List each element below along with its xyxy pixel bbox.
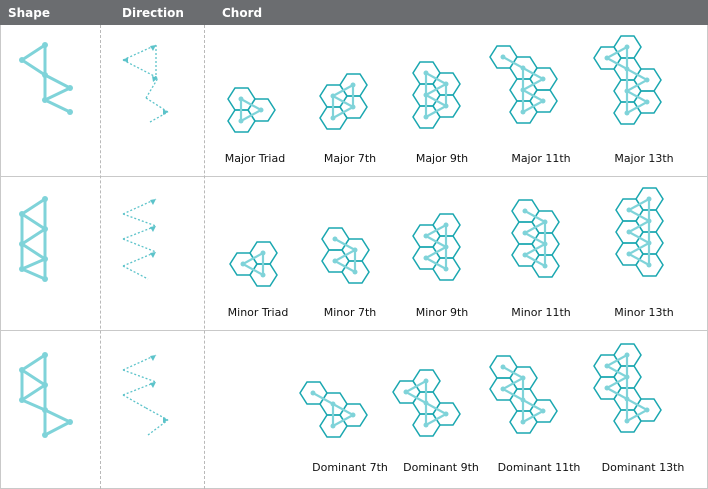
minor-11th-diagram	[511, 199, 560, 278]
minor-9th-diagram	[412, 213, 461, 281]
chord-label: Major Triad	[224, 152, 286, 165]
row-divider	[0, 176, 708, 177]
chord-label: Minor 11th	[511, 306, 571, 319]
chord-label: Minor 9th	[415, 306, 469, 319]
dominant-13th-diagram	[593, 343, 662, 433]
dominant-7th-diagram	[299, 381, 368, 438]
row-divider	[0, 330, 708, 331]
major-shape-icon	[19, 42, 73, 115]
dominant-shape-icon	[19, 352, 73, 438]
minor-13th-diagram	[615, 187, 664, 277]
major-9th-diagram	[412, 61, 461, 129]
column-divider	[204, 25, 205, 489]
chord-label: Minor Triad	[227, 306, 289, 319]
header-shape: Shape	[8, 6, 51, 20]
chord-label: Dominant 11th	[497, 461, 581, 474]
chord-label: Dominant 9th	[403, 461, 479, 474]
chord-label: Dominant 7th	[312, 461, 388, 474]
minor-7th-diagram	[321, 227, 370, 284]
chord-label: Minor 7th	[323, 306, 377, 319]
minor-direction-icon	[122, 198, 157, 280]
minor-triad-diagram	[229, 241, 278, 287]
chord-label: Major 7th	[323, 152, 377, 165]
table-header: Shape Direction Chord	[0, 0, 708, 25]
header-chord: Chord	[222, 6, 263, 20]
major-11th-diagram	[489, 45, 558, 124]
chord-label: Major 11th	[511, 152, 571, 165]
chord-label: Dominant 13th	[601, 461, 685, 474]
dominant-11th-diagram	[489, 355, 558, 434]
chord-label: Major 9th	[415, 152, 469, 165]
major-13th-diagram	[593, 35, 662, 125]
chord-label: Minor 13th	[614, 306, 674, 319]
dominant-9th-diagram	[392, 369, 461, 437]
major-7th-diagram	[319, 73, 368, 130]
minor-shape-icon	[19, 196, 48, 282]
header-direction: Direction	[122, 6, 184, 20]
dominant-direction-icon	[122, 354, 169, 436]
major-triad-diagram	[227, 87, 276, 133]
chord-label: Major 13th	[614, 152, 674, 165]
left-border	[0, 25, 1, 489]
column-divider	[100, 25, 101, 489]
major-direction-icon	[122, 44, 169, 123]
